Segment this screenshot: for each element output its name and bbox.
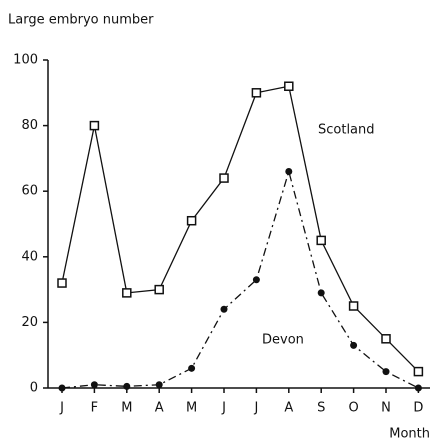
marker	[316, 235, 326, 246]
series-label: Devon	[262, 333, 304, 348]
marker	[58, 384, 66, 392]
marker	[285, 168, 293, 176]
x-tick-label: M	[121, 401, 132, 416]
x-tick-label: S	[317, 401, 325, 416]
marker	[154, 284, 164, 295]
marker	[123, 382, 131, 390]
y-tick-label: 40	[21, 249, 38, 264]
marker	[382, 368, 390, 376]
x-tick-label: A	[284, 401, 293, 416]
x-tick-label: J	[59, 401, 64, 416]
marker	[251, 88, 262, 98]
x-tick-label: O	[348, 401, 358, 416]
x-tick-label: A	[155, 401, 164, 416]
marker	[57, 278, 67, 288]
marker	[252, 276, 260, 284]
x-tick-label: M	[186, 401, 197, 416]
marker	[122, 288, 132, 298]
y-tick-label: 100	[13, 53, 38, 68]
x-axis-label: Month	[389, 427, 430, 442]
y-axis-label: Large embryo number	[8, 13, 154, 28]
marker	[381, 334, 391, 344]
series-line	[61, 169, 419, 389]
marker	[186, 215, 197, 226]
x-tick-label: F	[91, 401, 98, 416]
marker	[188, 364, 196, 372]
x-tick-label: D	[413, 401, 423, 416]
marker	[348, 301, 359, 311]
marker	[413, 366, 424, 377]
marker	[220, 305, 228, 313]
y-tick-label: 60	[21, 184, 38, 199]
marker	[414, 384, 422, 392]
y-tick-label: 80	[21, 118, 38, 133]
marker	[90, 381, 98, 389]
x-tick-label: J	[253, 401, 258, 416]
y-tick-label: 20	[21, 315, 38, 330]
marker	[284, 81, 294, 91]
marker	[155, 381, 163, 389]
series-line	[61, 85, 419, 373]
marker	[350, 341, 358, 349]
x-tick-label: N	[381, 401, 391, 416]
series-label: Scotland	[318, 123, 375, 138]
y-tick-label: 0	[30, 381, 38, 396]
marker	[89, 120, 100, 131]
x-tick-label: J	[221, 401, 226, 416]
marker	[317, 289, 325, 297]
marker	[219, 173, 229, 183]
